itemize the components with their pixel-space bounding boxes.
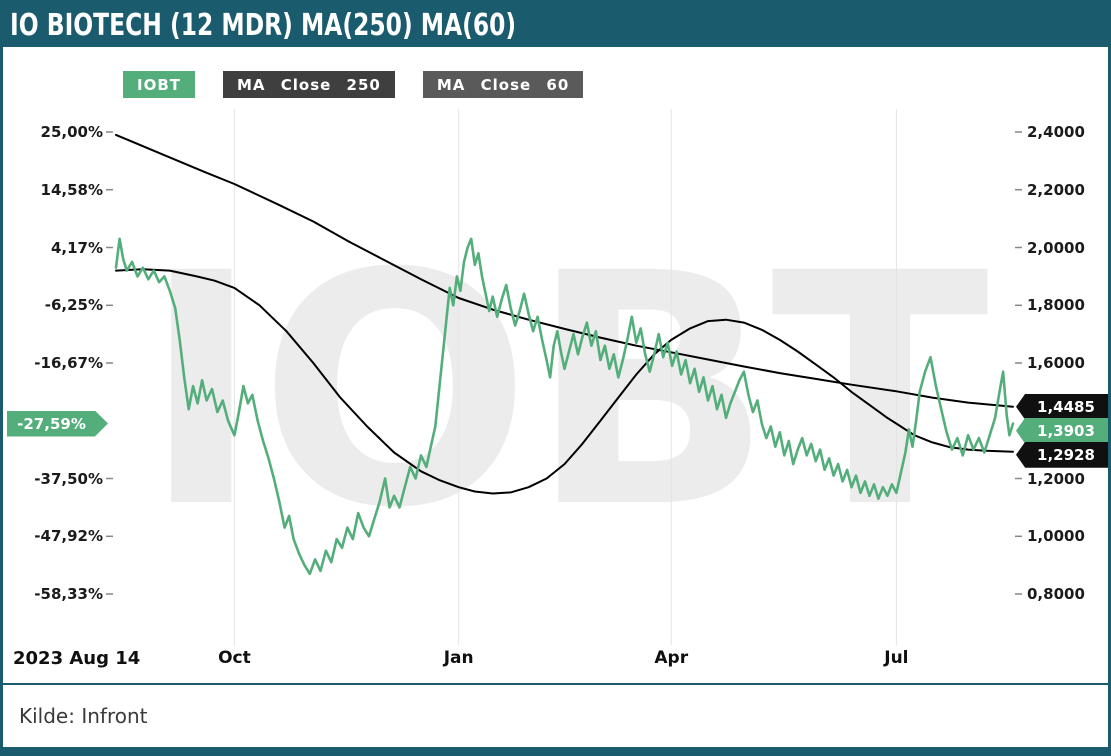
current-percent-tag: -27,59% bbox=[7, 410, 108, 437]
percent-axis-label: 25,00% bbox=[40, 123, 103, 141]
legend-item-iobt[interactable]: IOBT bbox=[123, 71, 195, 98]
series-ma-close-60 bbox=[115, 268, 1014, 495]
chart-title: IO BIOTECH (12 MDR) MA(250) MA(60) bbox=[10, 7, 517, 43]
percent-axis: 25,00% 14,58% 4,17% -6,25% -16,67% -37,50% -47… bbox=[3, 47, 103, 683]
last-price-tag: 1,3903 bbox=[1016, 417, 1108, 444]
series-iobt bbox=[114, 237, 1015, 576]
price-axis-label: 1,0000 bbox=[1027, 527, 1085, 546]
price-axis-label: 1,8000 bbox=[1027, 296, 1085, 315]
legend: IOBT MA Close 250 MA Close 60 bbox=[123, 71, 584, 98]
time-axis: 2023 Aug 14 Oct Jan Apr Jul bbox=[3, 648, 1108, 678]
price-axis: 2,4000 2,2000 2,0000 1,8000 1,6000 1,2000 1,00… bbox=[1025, 47, 1108, 683]
ma250-price-tag: 1,4485 bbox=[1016, 393, 1108, 420]
x-axis-label: Jul bbox=[884, 648, 909, 668]
percent-axis-label: -6,25% bbox=[44, 296, 103, 315]
title-bar: IO BIOTECH (12 MDR) MA(250) MA(60) bbox=[3, 3, 1108, 47]
percent-axis-label: -16,67% bbox=[34, 354, 103, 372]
chart-region: IOBT IOBT MA Close 250 MA Close 60 25,00… bbox=[3, 47, 1108, 683]
price-axis-label: 0,8000 bbox=[1027, 585, 1085, 603]
percent-axis-label: -37,50% bbox=[34, 469, 103, 488]
price-axis-label: 2,0000 bbox=[1027, 238, 1085, 257]
percent-axis-label: 14,58% bbox=[40, 180, 103, 199]
footer: Kilde: Infront bbox=[3, 683, 1108, 747]
chart-plot[interactable] bbox=[3, 47, 1108, 683]
price-axis-label: 2,4000 bbox=[1027, 123, 1085, 141]
x-axis-label: 2023 Aug 14 bbox=[13, 648, 141, 669]
x-axis-label: Oct bbox=[218, 648, 251, 668]
legend-item-ma-close-60[interactable]: MA Close 60 bbox=[422, 71, 584, 98]
percent-axis-label: 4,17% bbox=[50, 238, 103, 257]
legend-item-ma-close-250[interactable]: MA Close 250 bbox=[223, 71, 395, 98]
price-axis-label: 2,2000 bbox=[1027, 180, 1085, 199]
ma60-price-tag: 1,2928 bbox=[1016, 441, 1108, 468]
x-axis-label: Jan bbox=[443, 648, 474, 668]
source-label: Kilde: Infront bbox=[19, 704, 148, 728]
x-axis-label: Apr bbox=[654, 648, 689, 668]
percent-axis-label: -58,33% bbox=[34, 585, 103, 603]
percent-axis-label: -47,92% bbox=[34, 527, 103, 546]
price-axis-label: 1,2000 bbox=[1027, 469, 1085, 488]
series-ma-close-250 bbox=[115, 133, 1014, 408]
price-axis-label: 1,6000 bbox=[1027, 354, 1085, 372]
